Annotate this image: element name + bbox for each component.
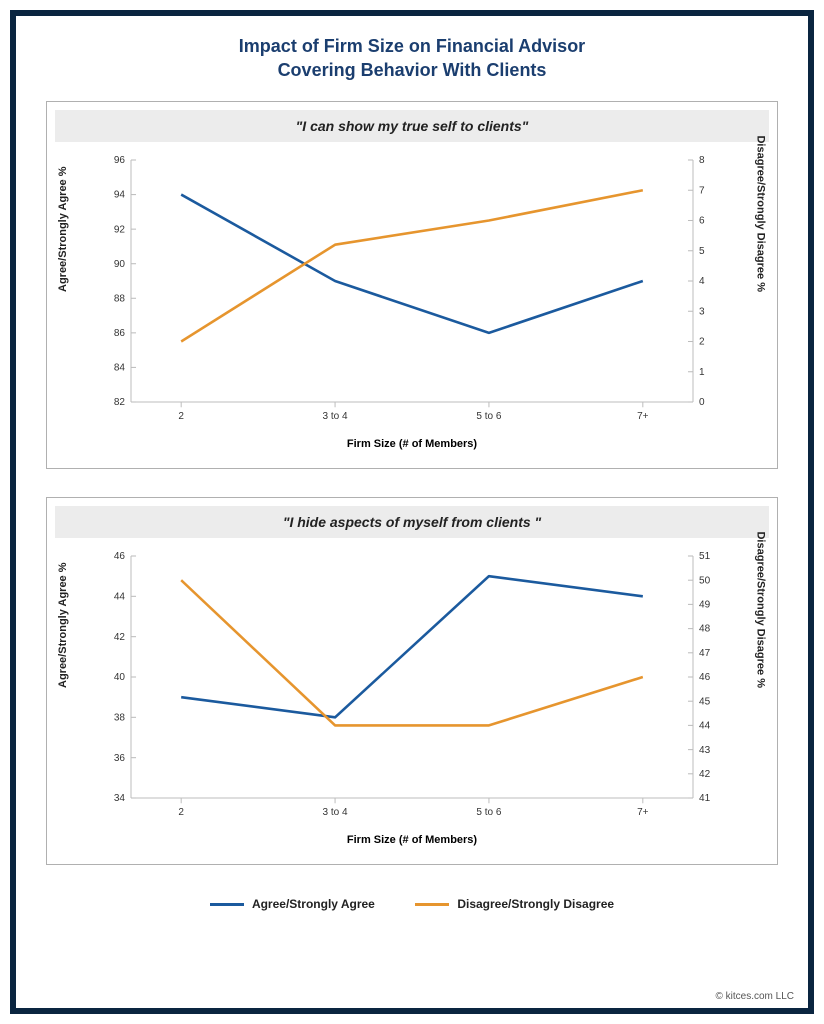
svg-text:7+: 7+ [637, 806, 648, 817]
legend-label-disagree: Disagree/Strongly Disagree [457, 897, 614, 911]
svg-text:96: 96 [114, 155, 125, 166]
svg-text:92: 92 [114, 224, 125, 235]
plot-area: 828486889092949601234567823 to 45 to 67+ [131, 160, 693, 402]
svg-text:84: 84 [114, 362, 125, 373]
svg-text:41: 41 [699, 793, 710, 804]
x-axis-label: Firm Size (# of Members) [47, 834, 777, 846]
svg-text:7+: 7+ [637, 410, 648, 421]
chart-box-0: "I can show my true self to clients" Agre… [46, 101, 778, 469]
legend: Agree/Strongly Agree Disagree/Strongly D… [46, 893, 778, 912]
chart-subtitle: "I hide aspects of myself from clients " [55, 506, 769, 538]
svg-text:8: 8 [699, 155, 705, 166]
svg-text:90: 90 [114, 258, 125, 269]
svg-text:5 to 6: 5 to 6 [476, 410, 501, 421]
svg-text:7: 7 [699, 185, 705, 196]
y-right-label: Disagree/Strongly Disagree % [755, 531, 767, 688]
svg-text:94: 94 [114, 189, 125, 200]
legend-swatch-agree [210, 903, 244, 906]
charts-container: "I can show my true self to clients" Agre… [46, 101, 778, 865]
title-line-2: Covering Behavior With Clients [278, 60, 547, 80]
svg-text:48: 48 [699, 623, 710, 634]
copyright: © kitces.com LLC [715, 991, 794, 1002]
svg-text:34: 34 [114, 793, 125, 804]
svg-text:82: 82 [114, 397, 125, 408]
svg-text:88: 88 [114, 293, 125, 304]
svg-text:3: 3 [699, 306, 705, 317]
svg-text:40: 40 [114, 672, 125, 683]
plot-area: 34363840424446414243444546474849505123 t… [131, 556, 693, 798]
y-right-label: Disagree/Strongly Disagree % [755, 135, 767, 292]
svg-text:2: 2 [178, 806, 184, 817]
x-axis-label: Firm Size (# of Members) [47, 438, 777, 450]
chart-box-1: "I hide aspects of myself from clients "… [46, 497, 778, 865]
svg-text:3 to 4: 3 to 4 [323, 410, 348, 421]
svg-text:36: 36 [114, 752, 125, 763]
y-left-label: Agree/Strongly Agree % [57, 166, 69, 292]
outer-frame: Impact of Firm Size on Financial Advisor… [10, 10, 814, 1014]
svg-text:5: 5 [699, 245, 705, 256]
svg-text:47: 47 [699, 647, 710, 658]
svg-text:44: 44 [699, 720, 710, 731]
plot-wrap: Agree/Strongly Agree %Disagree/Strongly … [71, 152, 753, 432]
legend-label-agree: Agree/Strongly Agree [252, 897, 375, 911]
svg-text:51: 51 [699, 551, 710, 562]
legend-item-disagree: Disagree/Strongly Disagree [415, 897, 614, 911]
svg-text:49: 49 [699, 599, 710, 610]
svg-text:0: 0 [699, 397, 705, 408]
svg-text:4: 4 [699, 276, 705, 287]
svg-text:38: 38 [114, 712, 125, 723]
svg-text:2: 2 [178, 410, 184, 421]
svg-text:45: 45 [699, 696, 710, 707]
svg-text:42: 42 [699, 768, 710, 779]
svg-text:5 to 6: 5 to 6 [476, 806, 501, 817]
svg-text:86: 86 [114, 327, 125, 338]
chart-subtitle: "I can show my true self to clients" [55, 110, 769, 142]
svg-text:50: 50 [699, 575, 710, 586]
svg-text:44: 44 [114, 591, 125, 602]
plot-wrap: Agree/Strongly Agree %Disagree/Strongly … [71, 548, 753, 828]
legend-swatch-disagree [415, 903, 449, 906]
svg-text:46: 46 [114, 551, 125, 562]
main-title: Impact of Firm Size on Financial Advisor… [46, 34, 778, 83]
svg-text:46: 46 [699, 672, 710, 683]
legend-item-agree: Agree/Strongly Agree [210, 897, 375, 911]
svg-text:6: 6 [699, 215, 705, 226]
svg-text:3 to 4: 3 to 4 [323, 806, 348, 817]
svg-text:42: 42 [114, 631, 125, 642]
y-left-label: Agree/Strongly Agree % [57, 562, 69, 688]
title-line-1: Impact of Firm Size on Financial Advisor [239, 36, 585, 56]
svg-text:1: 1 [699, 366, 705, 377]
svg-text:2: 2 [699, 336, 705, 347]
svg-text:43: 43 [699, 744, 710, 755]
